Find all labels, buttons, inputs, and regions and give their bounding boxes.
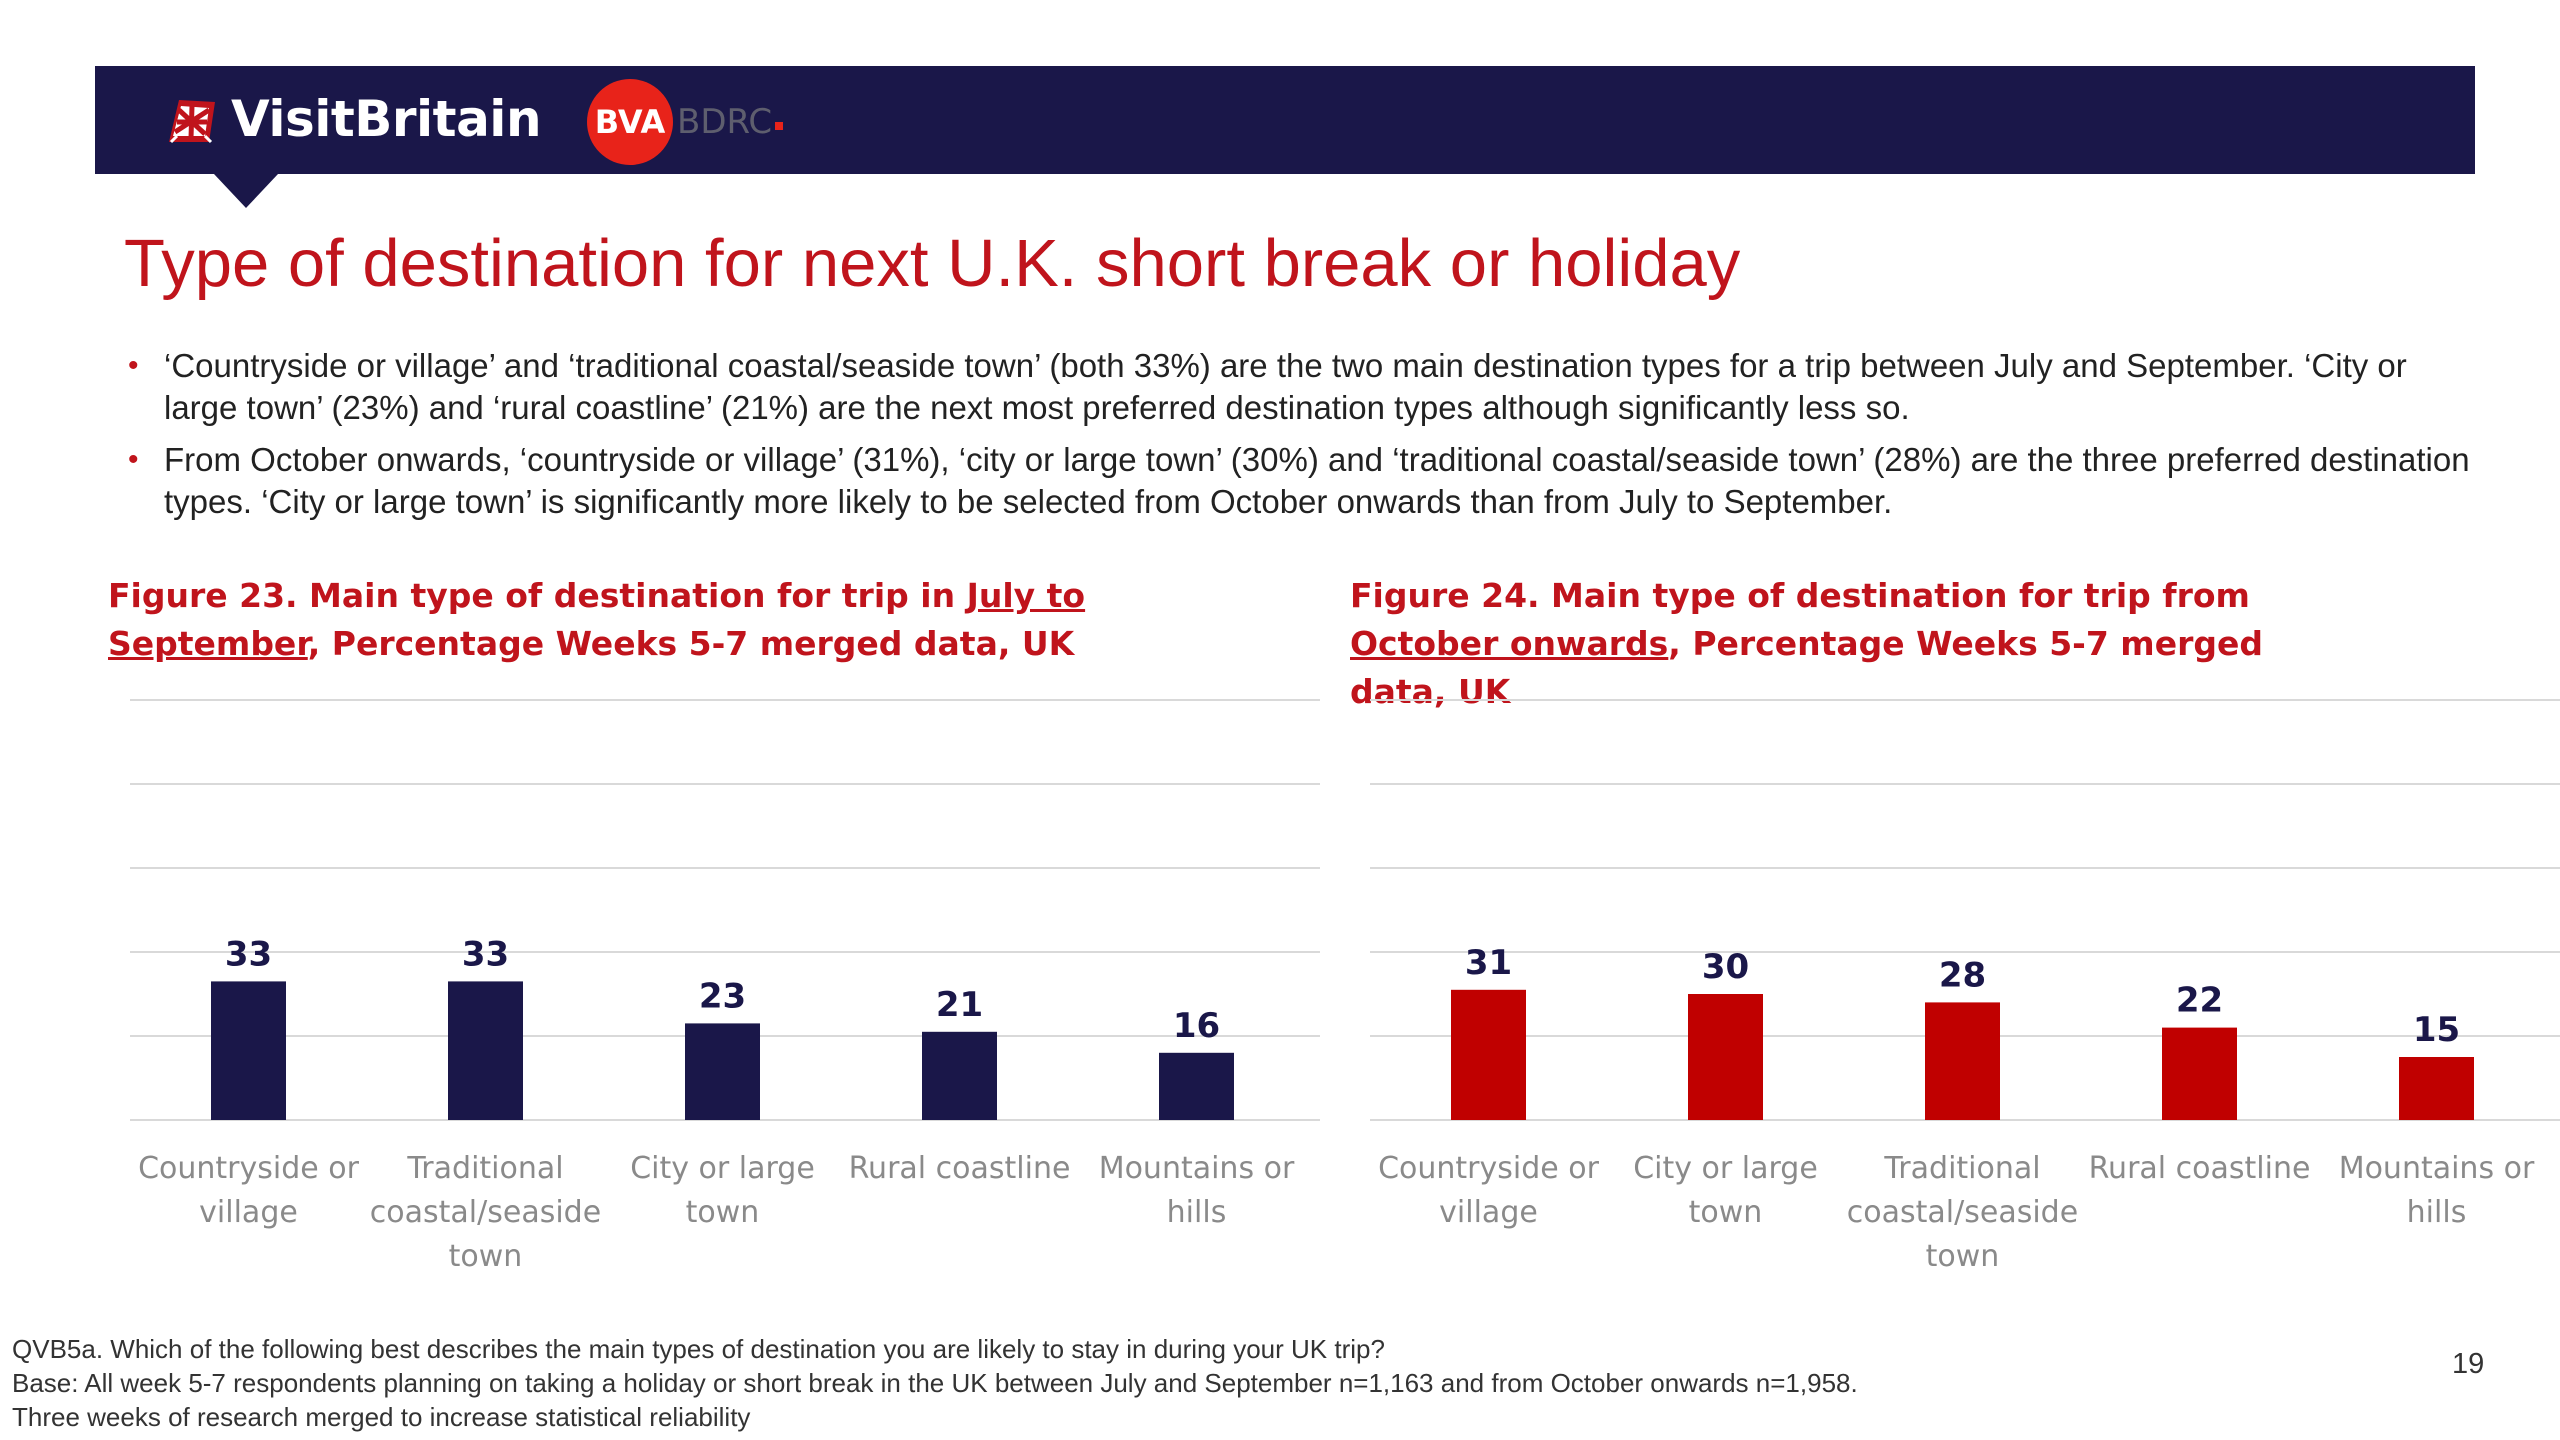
bullet-text: From October onwards, ‘countryside or vi…: [164, 441, 2470, 520]
figure-title-prefix: Figure 24. Main type of destination for …: [1350, 576, 2250, 615]
category-label: Countryside or village: [1378, 1151, 1600, 1230]
category-label: City or large town: [1633, 1151, 1818, 1230]
data-label: 16: [1173, 1006, 1220, 1046]
bar: [211, 981, 286, 1120]
visitbritain-logo-text: VisitBritain: [231, 90, 542, 148]
bdrc-logo-dot: [775, 122, 784, 130]
data-label: 28: [1939, 955, 1986, 995]
data-label: 21: [936, 985, 983, 1025]
bar: [1159, 1052, 1234, 1120]
bar: [2162, 1027, 2237, 1120]
union-jack-flag-icon: [169, 100, 215, 144]
data-label: 22: [2176, 981, 2223, 1021]
data-label: 30: [1702, 947, 1749, 987]
figure-title-period-link[interactable]: July to September: [108, 576, 1086, 663]
bullet-item: • ‘Countryside or village’ and ‘tradition…: [124, 345, 2484, 429]
data-label: 33: [462, 934, 509, 974]
category-label: Traditional coastal/seaside town: [1847, 1151, 2078, 1274]
bar: [1688, 994, 1763, 1120]
category-label: Rural coastline: [2089, 1151, 2311, 1186]
footnote-question: QVB5a. Which of the following best descr…: [12, 1334, 1385, 1364]
bar: [922, 1031, 997, 1120]
bullet-list: • ‘Countryside or village’ and ‘tradition…: [124, 345, 2484, 533]
bdrc-logo-text: BDRC: [677, 102, 773, 142]
figure-title-period-link[interactable]: October onwards: [1350, 624, 1669, 663]
category-label: Mountains or hills: [2339, 1151, 2535, 1230]
bar-chart-october-onwards: 31 Countryside or village 30 City or large to…: [1370, 699, 2560, 1274]
figure-title-prefix: Figure 23. Main type of destination for …: [108, 576, 967, 615]
data-label: 23: [699, 976, 746, 1016]
data-label: 15: [2413, 1010, 2460, 1050]
page-number: 19: [2452, 1348, 2485, 1380]
bar: [685, 1023, 760, 1120]
bullet-dot: •: [128, 349, 139, 382]
bar: [1451, 989, 1526, 1120]
category-label: Countryside or village: [138, 1151, 360, 1230]
bullet-dot: •: [128, 443, 139, 476]
visitbritain-logo[interactable]: VisitBritain: [165, 84, 542, 154]
figure-23-title: Figure 23. Main type of destination for …: [108, 572, 1108, 668]
data-label: 31: [1465, 943, 1512, 983]
bar: [1925, 1002, 2000, 1120]
page-title: Type of destination for next U.K. short …: [124, 226, 1741, 301]
header-notch: [214, 174, 278, 208]
bullet-text: ‘Countryside or village’ and ‘traditiona…: [164, 347, 2407, 426]
bar: [2399, 1057, 2474, 1120]
figure-title-suffix: , Percentage Weeks 5-7 merged data, UK: [1350, 624, 2263, 711]
category-label: Mountains or hills: [1099, 1151, 1295, 1230]
bullet-item: • From October onwards, ‘countryside or v…: [124, 439, 2484, 523]
header-bar: VisitBritain BVA BDRC: [95, 66, 2475, 174]
category-label: Traditional coastal/seaside town: [370, 1151, 601, 1274]
bva-logo-circle: BVA: [587, 79, 673, 165]
category-label: City or large town: [630, 1151, 815, 1230]
footnote: QVB5a. Which of the following best descr…: [12, 1332, 1858, 1434]
footnote-note: Three weeks of research merged to increa…: [12, 1402, 751, 1432]
category-label: Rural coastline: [849, 1151, 1071, 1186]
figure-24-title: Figure 24. Main type of destination for …: [1350, 572, 2350, 716]
bva-logo-text: BVA: [594, 103, 666, 141]
data-label: 33: [225, 934, 272, 974]
bar-chart-july-september: 33 Countryside or village 33 Traditional coas…: [130, 699, 1320, 1274]
bva-bdrc-logo[interactable]: BVA BDRC: [587, 79, 784, 165]
figure-title-suffix: , Percentage Weeks 5-7 merged data, UK: [307, 624, 1075, 663]
bar: [448, 981, 523, 1120]
footnote-base: Base: All week 5-7 respondents planning …: [12, 1368, 1858, 1398]
